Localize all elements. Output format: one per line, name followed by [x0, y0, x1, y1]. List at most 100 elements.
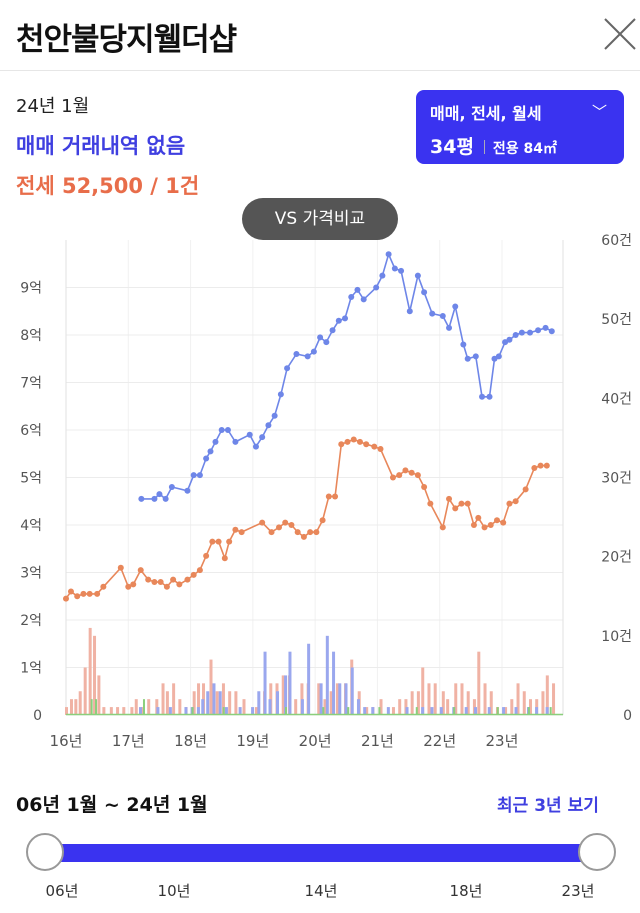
- vs-compare-button[interactable]: VS 가격비교: [242, 198, 398, 240]
- data-point-trade: [168, 484, 175, 490]
- data-point-trade: [162, 495, 169, 502]
- data-point-rent: [74, 593, 81, 600]
- volume-bar-rent: [329, 691, 333, 715]
- volume-bar-trade: [464, 707, 468, 715]
- data-point-trade: [232, 438, 239, 445]
- data-point-rent: [221, 555, 228, 562]
- volume-bar-rent: [323, 699, 327, 715]
- data-point-rent: [300, 533, 307, 540]
- data-point-trade: [391, 265, 398, 272]
- range-end-handle[interactable]: [578, 833, 616, 871]
- data-point-trade: [284, 365, 291, 372]
- volume-bar-trade: [430, 707, 434, 715]
- volume-bar-trade: [332, 651, 336, 715]
- volume-bar-rent: [477, 651, 481, 715]
- x-tick-label: 20년: [299, 732, 332, 750]
- data-point-rent: [238, 529, 245, 536]
- data-point-rent: [319, 517, 326, 524]
- info-trade-summary: 매매 거래내역 없음: [16, 134, 186, 158]
- volume-bar-rent: [365, 707, 369, 715]
- data-point-trade: [151, 495, 158, 502]
- volume-bar-rent: [69, 699, 73, 715]
- volume-bar-trade: [514, 707, 518, 715]
- data-point-rent: [512, 498, 519, 505]
- data-point-rent: [344, 438, 351, 445]
- data-point-rent: [145, 576, 152, 583]
- data-point-trade: [354, 286, 361, 293]
- volume-bar-trade: [363, 707, 367, 715]
- volume-bar-rent: [192, 691, 196, 715]
- volume-bar-rent: [294, 699, 298, 715]
- data-point-rent: [313, 529, 320, 536]
- volume-bar-rent: [178, 699, 182, 715]
- volume-bar-trade: [356, 699, 360, 715]
- volume-bar-rent: [454, 683, 458, 715]
- volume-bar-monthly: [347, 707, 350, 715]
- data-point-rent: [196, 567, 203, 574]
- volume-bar-rent: [228, 691, 232, 715]
- volume-bar-trade: [168, 707, 172, 715]
- y-tick-label-right: 50건: [601, 312, 632, 328]
- volume-bar-rent: [78, 691, 82, 715]
- header: 천안불당지웰더샵: [0, 0, 640, 71]
- data-point-trade: [506, 336, 513, 343]
- data-point-rent: [325, 493, 332, 500]
- volume-bar-trade: [439, 707, 443, 715]
- close-button[interactable]: [600, 14, 640, 54]
- range-slider-track[interactable]: [44, 844, 597, 862]
- data-point-trade: [317, 334, 324, 341]
- data-point-rent: [100, 583, 107, 590]
- volume-bar-trade: [350, 667, 354, 715]
- volume-bar-trade: [487, 707, 491, 715]
- data-point-trade: [323, 339, 330, 346]
- data-point-rent: [402, 467, 409, 474]
- data-point-rent: [86, 590, 93, 597]
- data-point-rent: [94, 590, 101, 597]
- volume-bar-rent: [93, 635, 97, 715]
- y-tick-label-left: 1억: [20, 661, 42, 677]
- data-point-trade: [271, 412, 278, 419]
- volume-bar-rent: [433, 683, 437, 715]
- price-chart: 0 1억 2억 3억 4억 5억 6억 7억 8억 9억 0 10건 20건 30건 40건 50건 60건 16…: [20, 233, 632, 750]
- data-point-rent: [356, 438, 363, 445]
- y-tick-label-left: 9억: [20, 281, 42, 297]
- data-point-trade: [207, 448, 214, 455]
- volume-bar-rent: [528, 699, 532, 715]
- close-icon: [604, 18, 636, 50]
- volume-bar-monthly: [222, 707, 225, 715]
- volume-bar-trade: [238, 707, 242, 715]
- data-point-rent: [350, 436, 357, 443]
- data-point-trade: [385, 251, 392, 258]
- y-tick-label-right: 60건: [601, 233, 632, 249]
- range-tick-label: 06년: [45, 882, 79, 900]
- data-point-trade: [452, 303, 459, 310]
- volume-bar-trade: [276, 691, 279, 715]
- volume-bar-rent: [116, 707, 120, 715]
- data-point-trade: [304, 353, 311, 360]
- data-point-rent: [125, 583, 132, 590]
- volume-bar-rent: [541, 691, 545, 715]
- data-point-trade: [542, 324, 549, 331]
- data-point-rent: [151, 579, 158, 585]
- x-tick-label: 19년: [236, 732, 269, 750]
- deal-type-selector-button[interactable]: 매매, 전세, 월세 ﹀ 34평 전용 84㎡: [416, 90, 624, 164]
- data-point-rent: [63, 595, 69, 602]
- volume-bar-rent: [65, 707, 68, 715]
- deal-type-label: 매매, 전세, 월세: [430, 104, 542, 123]
- recent-3-years-button[interactable]: 최근 3년 보기: [497, 796, 599, 816]
- data-point-trade: [348, 294, 355, 300]
- volume-bar-trade: [344, 683, 348, 715]
- data-point-rent: [439, 524, 446, 531]
- range-start-handle[interactable]: [26, 833, 64, 871]
- chevron-down-icon: ﹀: [592, 103, 608, 121]
- volume-bar-monthly: [549, 707, 552, 715]
- data-point-rent: [464, 500, 471, 507]
- volume-bar-rent: [130, 707, 134, 715]
- y-tick-label-right: 40건: [601, 391, 632, 407]
- range-tick-label: 14년: [304, 882, 338, 900]
- volume-bar-rent: [483, 683, 487, 715]
- volume-bar-rent: [489, 691, 493, 715]
- data-point-rent: [446, 495, 453, 502]
- data-point-rent: [481, 524, 488, 531]
- volume-bar-rent: [281, 675, 285, 715]
